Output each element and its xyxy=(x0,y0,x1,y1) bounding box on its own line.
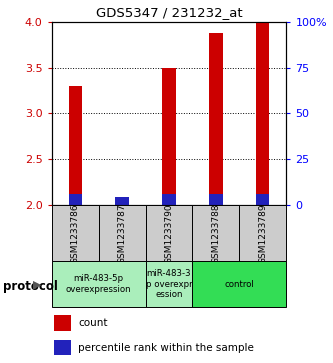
Text: GSM1233786: GSM1233786 xyxy=(71,203,80,264)
Bar xyxy=(52,205,99,261)
Bar xyxy=(116,197,129,205)
Text: count: count xyxy=(78,318,108,328)
Text: GSM1233788: GSM1233788 xyxy=(211,203,220,264)
Bar xyxy=(256,194,269,205)
Bar xyxy=(54,340,71,355)
Bar xyxy=(52,261,146,307)
Bar xyxy=(69,86,82,205)
Text: GSM1233787: GSM1233787 xyxy=(118,203,127,264)
Bar xyxy=(209,194,222,205)
Bar xyxy=(99,205,146,261)
Bar xyxy=(146,205,192,261)
Text: GSM1233789: GSM1233789 xyxy=(258,203,267,264)
Bar xyxy=(239,205,286,261)
Text: percentile rank within the sample: percentile rank within the sample xyxy=(78,343,254,352)
Title: GDS5347 / 231232_at: GDS5347 / 231232_at xyxy=(96,6,242,19)
Bar xyxy=(209,33,222,205)
Text: protocol: protocol xyxy=(3,280,58,293)
Bar xyxy=(192,261,286,307)
Text: miR-483-5p
overexpression: miR-483-5p overexpression xyxy=(66,274,132,294)
Bar xyxy=(163,194,175,205)
Bar xyxy=(116,200,129,205)
Bar xyxy=(69,194,82,205)
Bar xyxy=(192,205,239,261)
Text: miR-483-3
p overexpr
ession: miR-483-3 p overexpr ession xyxy=(146,269,192,299)
Bar xyxy=(54,315,71,331)
Text: GSM1233790: GSM1233790 xyxy=(165,203,173,264)
Bar xyxy=(163,68,175,205)
Text: control: control xyxy=(224,280,254,289)
Bar xyxy=(146,261,192,307)
Text: ▶: ▶ xyxy=(33,280,41,290)
Bar xyxy=(256,22,269,205)
